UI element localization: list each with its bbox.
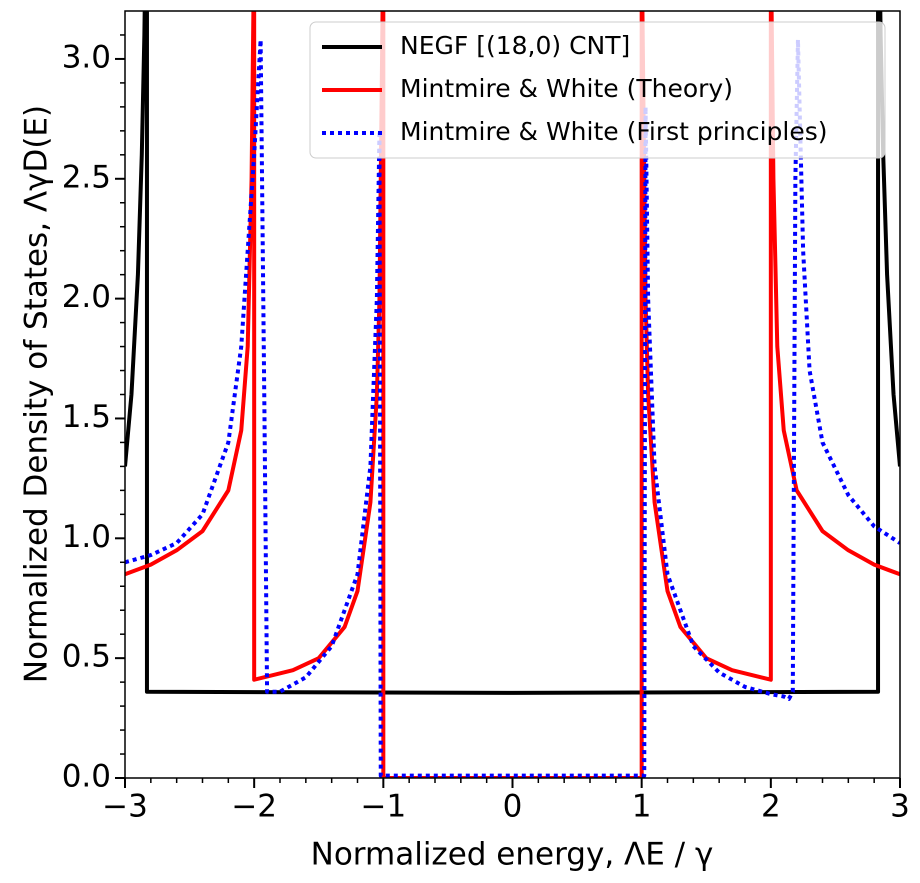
y-axis-label: Normalized Density of States, ΛγD(E) <box>19 105 55 683</box>
y-tick-label: 2.0 <box>62 279 111 315</box>
x-tick-label: 3 <box>890 789 910 825</box>
x-tick-label: 2 <box>761 789 781 825</box>
y-tick-label: 2.5 <box>62 159 111 195</box>
x-axis-label: Normalized energy, ΛE / γ <box>311 837 714 873</box>
y-tick-label: 1.5 <box>62 399 111 435</box>
x-tick-label: −1 <box>360 789 406 825</box>
legend-label: Mintmire & White (First principles) <box>400 117 828 146</box>
x-tick-label: 1 <box>632 789 652 825</box>
series-line <box>125 11 900 695</box>
series-line <box>125 11 900 778</box>
y-tick-label: 0.5 <box>62 639 111 675</box>
legend-label: NEGF [(18,0) CNT] <box>400 31 630 60</box>
y-tick-label: 0.0 <box>62 759 111 795</box>
y-tick-label: 3.0 <box>62 39 111 75</box>
x-tick-label: 0 <box>503 789 523 825</box>
legend-label: Mintmire & White (Theory) <box>400 74 733 103</box>
x-tick-label: −3 <box>102 789 148 825</box>
legend-box <box>309 21 886 159</box>
y-tick-label: 1.0 <box>62 519 111 555</box>
x-tick-label: −2 <box>231 789 277 825</box>
